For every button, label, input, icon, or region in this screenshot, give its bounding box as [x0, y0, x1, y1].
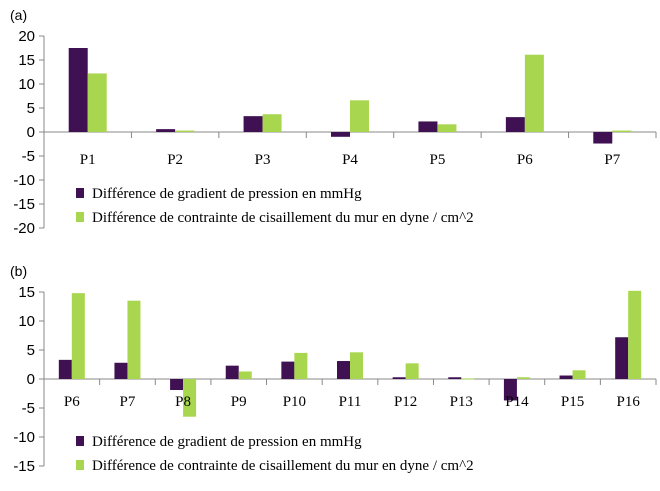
panel-b-bar-p14-series2 [516, 377, 530, 379]
panel-a-bar-p4-series2 [350, 100, 369, 132]
panel-a-category-label: P3 [255, 152, 271, 168]
panel-b-bar-p8-series1 [170, 379, 184, 391]
panel-b-category-label: P9 [231, 394, 247, 410]
panel-b-category-label: P6 [64, 394, 80, 410]
panel-b-y-tick-label: 5 [27, 342, 35, 359]
panel-a-y-tick-label: 10 [18, 76, 35, 93]
panel-a-bar-p6-series1 [505, 117, 525, 132]
panel-a-y-tick-label: 15 [18, 52, 35, 69]
panel-b-bar-p13-series2 [461, 378, 475, 380]
panel-b-category-label: P8 [175, 394, 191, 410]
panel-a-y-tick-label: -5 [22, 148, 35, 165]
panel-b-bar-p11-series2 [350, 352, 363, 379]
panel-a-bar-p3-series2 [262, 114, 282, 132]
panel-a-bar-p4-series1 [331, 132, 350, 137]
panel-a-bar-p2-series1 [156, 129, 176, 132]
panel-a-bar-p2-series2 [175, 130, 195, 132]
panel-b-bar-p13-series1 [448, 377, 462, 379]
panel-b-y-tick-label: 0 [27, 371, 35, 388]
panel-b-legend-swatch-2 [76, 460, 84, 470]
panel-a-legend-swatch-2 [76, 212, 84, 222]
panel-a-y-tick-label: -20 [13, 220, 35, 237]
panel-a-category-label: P1 [80, 152, 96, 168]
panel-a-legend-label-1: Différence de gradient de pression en mm… [92, 186, 362, 202]
panel-a-bar-p1-series1 [68, 48, 88, 132]
panel-b-y-tick-label: -10 [13, 429, 35, 446]
panel-b-bar-p7-series1 [114, 362, 128, 379]
panel-a-y-tick-label: 0 [27, 124, 35, 141]
panel-b-bar-p11-series1 [337, 361, 350, 379]
panel-b-category-label: P15 [561, 394, 584, 410]
panel-b-bar-p9-series2 [238, 371, 252, 379]
panel-b-y-tick-label: 10 [18, 313, 35, 330]
panel-b-y-tick-label: -5 [22, 400, 35, 417]
panel-b-bar-p9-series1 [225, 365, 239, 379]
panel-b-bar-p14-series1 [503, 379, 517, 401]
panel-a-bar-p6-series2 [524, 54, 544, 132]
panel-a-category-label: P6 [517, 152, 533, 168]
panel-b-y-tick-label: 15 [18, 284, 35, 301]
panel-a-category-label: P2 [167, 152, 183, 168]
panel-b-bar-p15-series2 [572, 370, 586, 379]
panel-b-bar-p7-series2 [127, 300, 141, 379]
panel-b-bar-p16-series2 [628, 290, 642, 379]
panel-a-category-label: P7 [604, 152, 620, 168]
panel-b-legend-label-1: Différence de gradient de pression en mm… [92, 434, 362, 450]
panel-a-bar-p3-series1 [243, 116, 263, 132]
panel-b-bar-p12-series1 [392, 377, 406, 379]
panel-a-bar-p5-series1 [418, 121, 438, 132]
panel-a-legend-swatch-1 [76, 188, 84, 198]
panel-a-label: (a) [10, 7, 27, 23]
panel-b-category-label: P10 [283, 394, 306, 410]
panel-b-category-label: P7 [120, 394, 136, 410]
panel-a-category-label: P4 [342, 152, 358, 168]
panel-b-bar-p12-series2 [405, 363, 419, 379]
panel-b-category-label: P14 [505, 394, 529, 410]
panel-b-bar-p10-series1 [281, 361, 295, 379]
panel-b-bar-p15-series1 [559, 375, 573, 379]
panel-b-bar-p6-series2 [71, 293, 85, 379]
panel-a-y-tick-label: 5 [27, 100, 35, 117]
panel-b-bar-p16-series1 [615, 337, 629, 379]
panel-a-category-label: P5 [430, 152, 446, 168]
panel-b-bar-p10-series2 [294, 352, 308, 379]
panel-a-y-tick-label: 20 [18, 28, 35, 45]
panel-b-y-tick-label: -15 [13, 458, 35, 475]
panel-a-y-tick-label: -15 [13, 196, 35, 213]
panel-b-category-label: P12 [394, 394, 417, 410]
panel-b-label: (b) [10, 263, 27, 279]
panel-a-bar-p7-series2 [612, 130, 632, 132]
panel-b-bar-p6-series1 [58, 359, 72, 379]
panel-a-bar-p7-series1 [593, 132, 613, 144]
panel-b-legend-label-2: Différence de contrainte de cisaillement… [92, 458, 474, 474]
panel-b-category-label: P13 [450, 394, 473, 410]
panel-b-legend-swatch-1 [76, 436, 84, 446]
panel-b-category-label: P16 [617, 394, 641, 410]
panel-a-bar-p1-series2 [87, 73, 107, 132]
panel-a-bar-p5-series2 [437, 124, 457, 132]
panel-b-category-label: P11 [339, 394, 362, 410]
panel-a-y-tick-label: -10 [13, 172, 35, 189]
panel-a-legend-label-2: Différence de contrainte de cisaillement… [92, 210, 474, 226]
panel-b-bar-p8-series2 [183, 379, 197, 417]
